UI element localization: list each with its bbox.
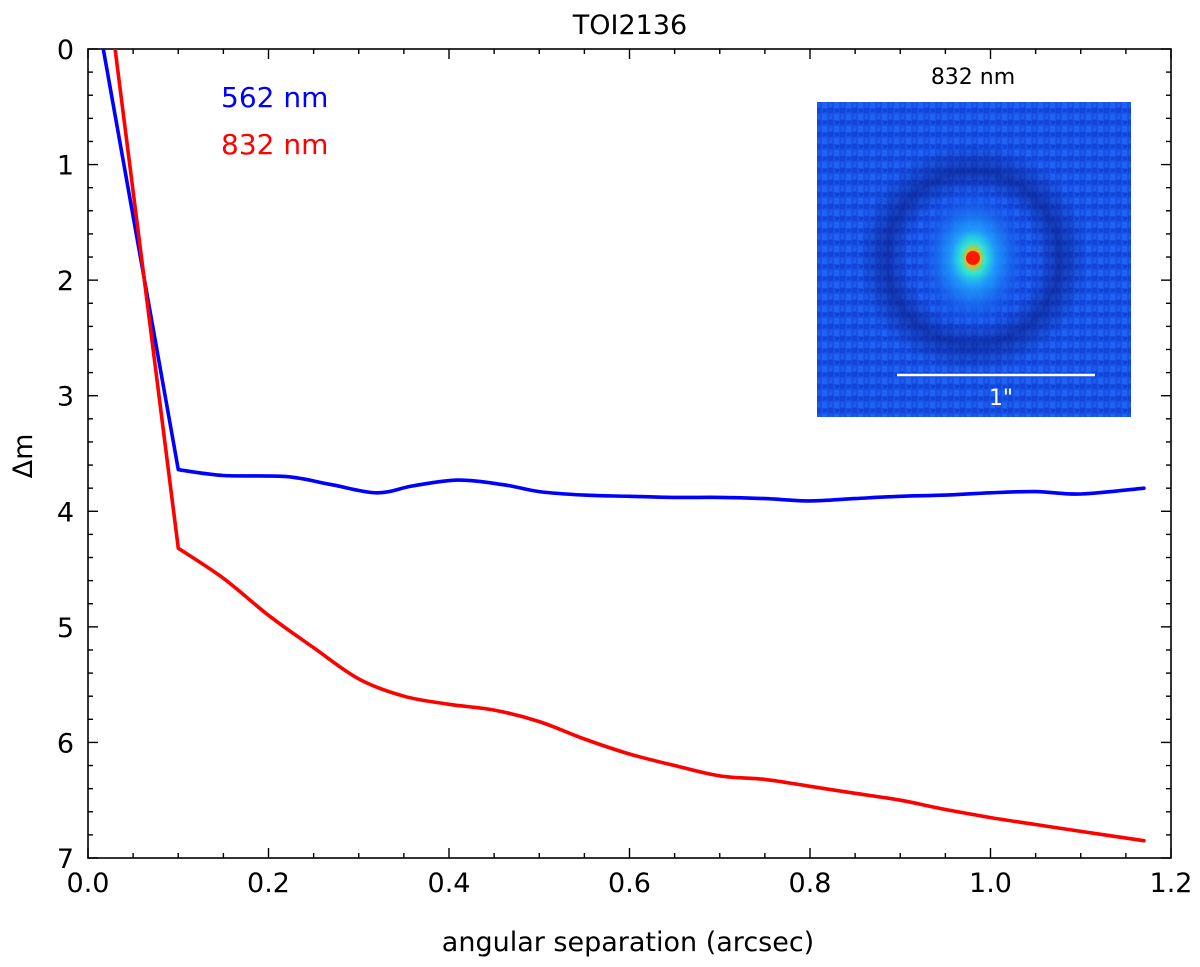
y-axis-tick-labels: 0 1 2 3 4 5 6 7: [57, 35, 74, 875]
x-axis-tick-labels: 0.0 0.2 0.4 0.6 0.8 1.0 1.2: [67, 868, 1193, 899]
x-tick-label: 0.2: [247, 868, 290, 899]
y-tick-label: 3: [57, 382, 74, 413]
y-tick-label: 0: [57, 35, 74, 66]
x-tick-label: 0.6: [608, 868, 651, 899]
y-axis-ticks: [88, 48, 1171, 859]
x-tick-label: 0.4: [428, 868, 471, 899]
x-axis-title: angular separation (arcsec): [442, 927, 814, 958]
y-axis-title: Δm: [8, 434, 39, 479]
y-tick-label: 2: [57, 266, 74, 297]
legend-entry-832nm: 832 nm: [221, 128, 328, 161]
y-tick-label: 1: [57, 151, 74, 182]
inset-psf-core: [966, 251, 980, 265]
inset-title: 832 nm: [931, 65, 1015, 90]
chart-title: TOI2136: [572, 10, 687, 41]
legend-entry-562nm: 562 nm: [221, 81, 328, 114]
x-tick-label: 0.0: [67, 868, 110, 899]
y-tick-label: 6: [57, 728, 74, 759]
y-tick-label: 4: [57, 497, 74, 528]
inset-speckle-image: 832 nm 1": [817, 65, 1131, 417]
y-tick-label: 7: [57, 844, 74, 875]
inset-scale-label: 1": [989, 386, 1013, 411]
x-tick-label: 1.0: [969, 868, 1012, 899]
y-tick-label: 5: [57, 613, 74, 644]
series-line-832nm: [113, 49, 1146, 843]
series-line-562nm: [101, 49, 1146, 503]
x-axis-ticks: [87, 49, 1172, 858]
series-layer: [101, 49, 1146, 843]
x-tick-label: 1.2: [1150, 868, 1193, 899]
x-tick-label: 0.8: [789, 868, 832, 899]
